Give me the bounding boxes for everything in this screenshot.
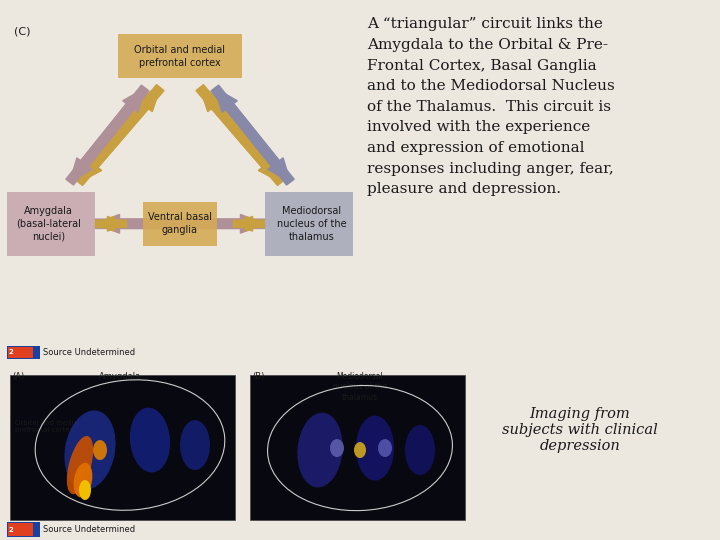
Ellipse shape (330, 439, 344, 457)
Text: (C): (C) (14, 26, 31, 36)
FancyArrow shape (95, 214, 265, 233)
Text: Source Undetermined: Source Undetermined (43, 525, 135, 534)
FancyBboxPatch shape (7, 522, 40, 537)
Text: Orbital and medial
prefrontal cortex: Orbital and medial prefrontal cortex (15, 420, 80, 433)
Text: (A): (A) (12, 372, 24, 381)
Text: Mediodorsal
nucleus of the
thalamus: Mediodorsal nucleus of the thalamus (333, 372, 387, 402)
Text: Mediodorsal
nucleus of the
thalamus: Mediodorsal nucleus of the thalamus (276, 206, 346, 241)
FancyArrow shape (196, 85, 282, 183)
Ellipse shape (64, 410, 116, 490)
FancyArrow shape (199, 87, 285, 185)
FancyArrow shape (95, 217, 127, 231)
Text: Source Undetermined: Source Undetermined (43, 348, 135, 357)
FancyArrow shape (70, 85, 149, 182)
FancyBboxPatch shape (10, 375, 235, 520)
FancyArrow shape (78, 85, 164, 183)
Text: Amygdala: Amygdala (99, 372, 141, 381)
FancyArrow shape (66, 88, 145, 185)
Text: Amygdala
(basal-lateral
nuclei): Amygdala (basal-lateral nuclei) (17, 206, 81, 241)
Text: 2: 2 (8, 526, 13, 533)
FancyBboxPatch shape (8, 523, 33, 536)
Text: Imaging from
subjects with clinical
depression: Imaging from subjects with clinical depr… (502, 407, 658, 453)
Ellipse shape (93, 440, 107, 460)
FancyBboxPatch shape (119, 35, 241, 78)
Ellipse shape (79, 480, 91, 500)
Ellipse shape (378, 439, 392, 457)
FancyBboxPatch shape (8, 347, 33, 358)
Text: (B): (B) (252, 372, 264, 381)
FancyArrow shape (75, 87, 161, 185)
FancyBboxPatch shape (143, 202, 217, 246)
Ellipse shape (356, 416, 394, 481)
Ellipse shape (354, 442, 366, 458)
Ellipse shape (67, 436, 93, 494)
FancyBboxPatch shape (266, 192, 357, 256)
FancyArrow shape (95, 214, 265, 233)
FancyArrow shape (233, 217, 265, 231)
Text: 2: 2 (8, 349, 13, 355)
FancyArrow shape (215, 88, 294, 185)
FancyArrow shape (211, 85, 290, 182)
Ellipse shape (73, 463, 92, 497)
Ellipse shape (405, 425, 435, 475)
Ellipse shape (130, 408, 170, 472)
Ellipse shape (180, 420, 210, 470)
Text: A “triangular” circuit links the
Amygdala to the Orbital & Pre-
Frontal Cortex, : A “triangular” circuit links the Amygdal… (367, 17, 615, 197)
FancyBboxPatch shape (3, 192, 94, 256)
FancyBboxPatch shape (7, 346, 40, 359)
FancyArrow shape (233, 217, 265, 231)
Text: Orbital and medial
prefrontal cortex: Orbital and medial prefrontal cortex (135, 45, 225, 68)
Ellipse shape (297, 413, 343, 488)
FancyArrow shape (95, 217, 127, 231)
Text: Ventral basal
ganglia: Ventral basal ganglia (148, 212, 212, 235)
FancyBboxPatch shape (250, 375, 465, 520)
